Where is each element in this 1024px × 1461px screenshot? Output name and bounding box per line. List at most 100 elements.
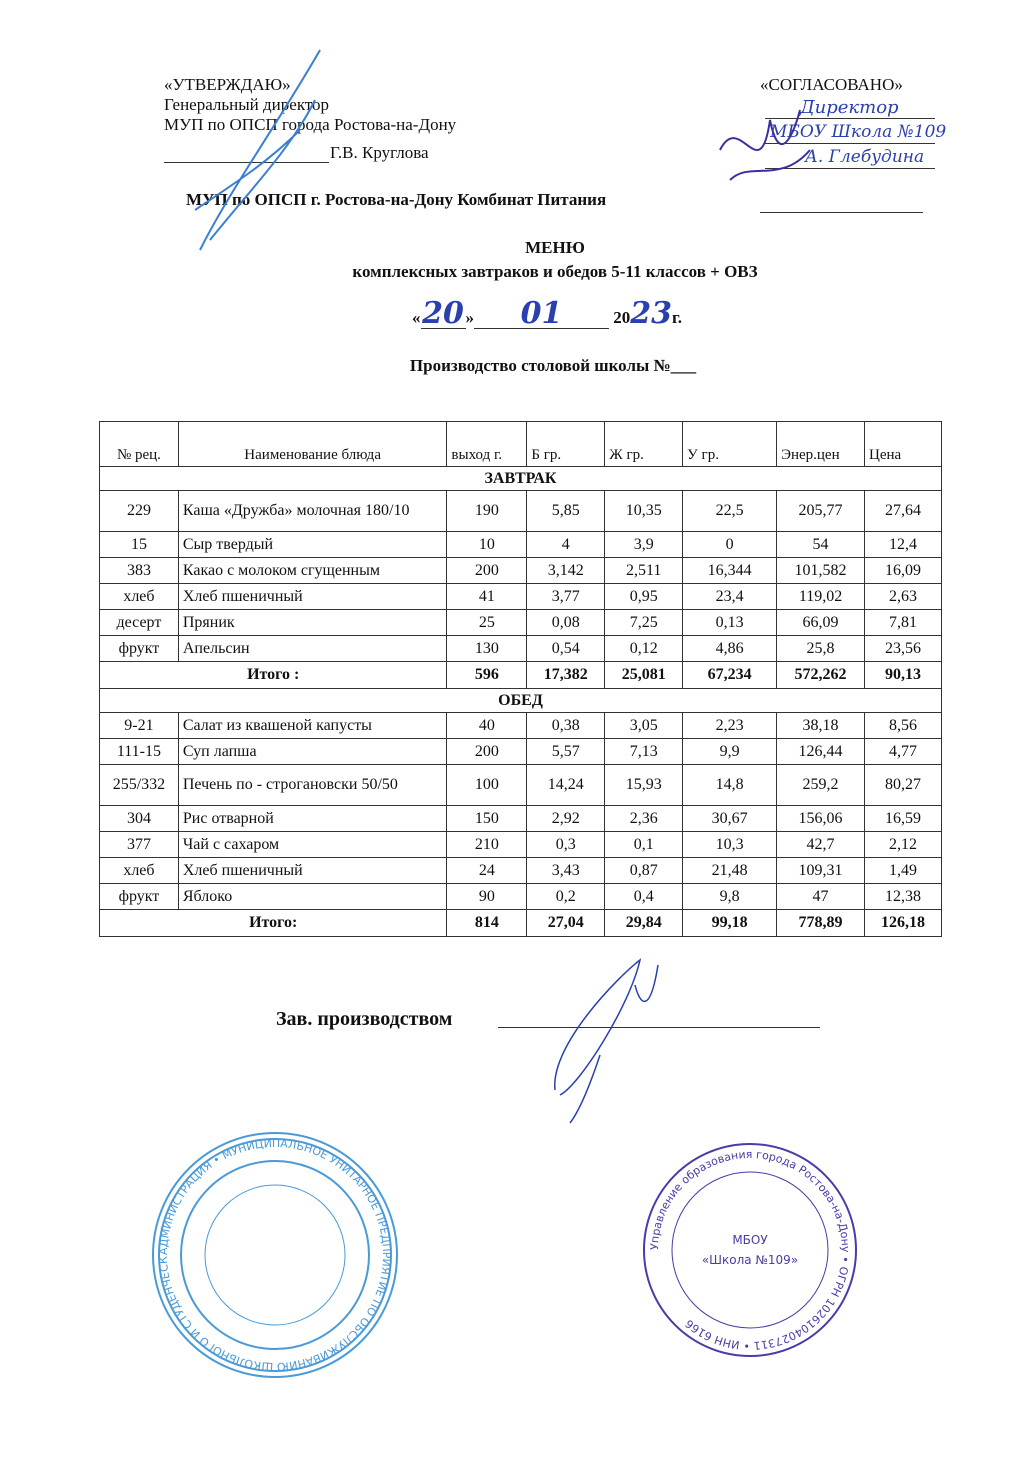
table-cell: 1,49 <box>864 857 942 884</box>
table-cell: 150 <box>446 805 528 832</box>
production-label: Производство столовой школы №___ <box>409 356 697 375</box>
table-row: фрукт Апельсин 130 0,54 0,12 4,86 25,8 23,56 <box>99 635 942 662</box>
table-cell: Каша «Дружба» молочная 180/10 <box>177 490 448 532</box>
table-cell: 3,9 <box>604 531 684 558</box>
table-cell: Хлеб пшеничный <box>177 857 448 884</box>
total-cell: 27,04 <box>526 909 606 937</box>
table-cell: 25,8 <box>776 635 865 662</box>
table-row: 229 Каша «Дружба» молочная 180/10 190 5,85 1… <box>99 490 942 532</box>
approve-organization: МУП по ОПСП города Ростова-на-Дону <box>164 115 457 134</box>
table-cell: Печень по - строгановски 50/50 <box>177 764 448 806</box>
table-cell: 90 <box>446 883 528 910</box>
table-cell: 0,08 <box>526 609 606 636</box>
table-cell: 2,92 <box>526 805 606 832</box>
table-cell: 23,56 <box>864 635 942 662</box>
table-cell: Чай с сахаром <box>177 831 448 858</box>
table-cell: 7,81 <box>864 609 942 636</box>
approve-position: Генеральный директор <box>164 95 330 114</box>
table-cell: 21,48 <box>682 857 778 884</box>
column-header: выход г. <box>446 421 528 467</box>
table-cell: 38,18 <box>776 712 865 739</box>
table-cell: 16,09 <box>864 557 942 584</box>
agree-handwriting-1: Директор <box>800 97 899 118</box>
table-cell: Салат из квашеной капусты <box>177 712 448 739</box>
table-cell: 7,25 <box>604 609 684 636</box>
table-cell: 12,4 <box>864 531 942 558</box>
column-header: Наименование блюда <box>177 421 448 467</box>
total-cell: 17,382 <box>526 661 606 689</box>
table-cell: 0,13 <box>682 609 778 636</box>
table-cell: 200 <box>446 738 528 765</box>
approve-block: «УТВЕРЖДАЮ» Генеральный директор МУП по … <box>164 75 456 135</box>
column-header: № рец. <box>99 421 179 467</box>
total-cell: 25,081 <box>604 661 684 689</box>
table-cell: Суп лапша <box>177 738 448 765</box>
table-cell: 229 <box>99 490 179 532</box>
total-cell: 572,262 <box>776 661 865 689</box>
table-row: хлеб Хлеб пшеничный 24 3,43 0,87 21,48 109,31 1… <box>99 857 942 884</box>
table-cell: 14,24 <box>526 764 606 806</box>
table-cell: 7,13 <box>604 738 684 765</box>
table-cell: 9,9 <box>682 738 778 765</box>
table-cell: 304 <box>99 805 179 832</box>
approve-signature <box>194 49 321 251</box>
table-cell: Пряник <box>177 609 448 636</box>
table-cell: 27,64 <box>864 490 942 532</box>
total-cell: 596 <box>446 661 528 689</box>
table-cell: 66,09 <box>776 609 865 636</box>
table-cell: 2,12 <box>864 831 942 858</box>
table-cell: 111-15 <box>99 738 179 765</box>
agree-signature <box>719 109 811 181</box>
table-cell: 8,56 <box>864 712 942 739</box>
column-header: У гр. <box>682 421 778 467</box>
table-cell: 100 <box>446 764 528 806</box>
table-row: 9-21 Салат из квашеной капусты 40 0,38 3,05 2… <box>99 712 942 739</box>
table-cell: 9,8 <box>682 883 778 910</box>
table-cell: 119,02 <box>776 583 865 610</box>
table-cell: 0,87 <box>604 857 684 884</box>
table-cell: 3,05 <box>604 712 684 739</box>
table-cell: 47 <box>776 883 865 910</box>
table-cell: 16,59 <box>864 805 942 832</box>
table-cell: Яблоко <box>177 883 448 910</box>
table-cell: фрукт <box>99 635 179 662</box>
svg-text:Управление образования города: Управление образования города Ростова-на… <box>648 1148 852 1352</box>
agree-handwriting-3: А. Глебудина <box>805 147 925 167</box>
table-cell: 377 <box>99 831 179 858</box>
table-cell: 5,85 <box>526 490 606 532</box>
approve-title: «УТВЕРЖДАЮ» <box>164 75 291 94</box>
column-header: Цена <box>864 421 942 467</box>
table-row: 377 Чай с сахаром 210 0,3 0,1 10,3 42,7 2,12 <box>99 831 942 858</box>
table-cell: десерт <box>99 609 179 636</box>
column-header: Энер.цен <box>776 421 865 467</box>
table-cell: 101,582 <box>776 557 865 584</box>
total-cell: 814 <box>446 909 528 937</box>
total-cell: 99,18 <box>682 909 778 937</box>
table-cell: 24 <box>446 857 528 884</box>
table-cell: 0,4 <box>604 883 684 910</box>
footer-signature <box>554 958 659 1124</box>
agree-handwriting-2: МБОУ Школа №109 <box>770 122 947 142</box>
table-row: 15 Сыр твердый 10 4 3,9 0 54 12,4 <box>99 531 942 558</box>
table-cell: 200 <box>446 557 528 584</box>
total-row: Итого: 814 27,04 29,84 99,18 778,89 126,18 <box>98 909 942 937</box>
document-date: «20» 01 2023г. <box>412 296 683 331</box>
table-cell: 15,93 <box>604 764 684 806</box>
table-cell: 0,1 <box>604 831 684 858</box>
section-title: ЗАВТРАК <box>99 466 942 491</box>
agree-title: «СОГЛАСОВАНО» <box>760 75 903 94</box>
total-cell: 90,13 <box>864 661 942 689</box>
table-cell: 42,7 <box>776 831 865 858</box>
table-cell: фрукт <box>99 883 179 910</box>
table-row: фрукт Яблоко 90 0,2 0,4 9,8 47 12,38 <box>99 883 942 910</box>
column-header: Б гр. <box>526 421 606 467</box>
total-row: Итого :596 17,382 25,081 67,234 572,262 90,13 <box>98 661 942 689</box>
table-cell: 54 <box>776 531 865 558</box>
table-row: 255/332 Печень по - строгановски 50/50 100… <box>99 764 942 806</box>
approve-signer: Г.В. Круглова <box>330 143 429 162</box>
table-cell: хлеб <box>99 583 179 610</box>
table-cell: 10 <box>446 531 528 558</box>
column-header: Ж гр. <box>604 421 684 467</box>
table-cell: 10,3 <box>682 831 778 858</box>
table-cell: 0,12 <box>604 635 684 662</box>
